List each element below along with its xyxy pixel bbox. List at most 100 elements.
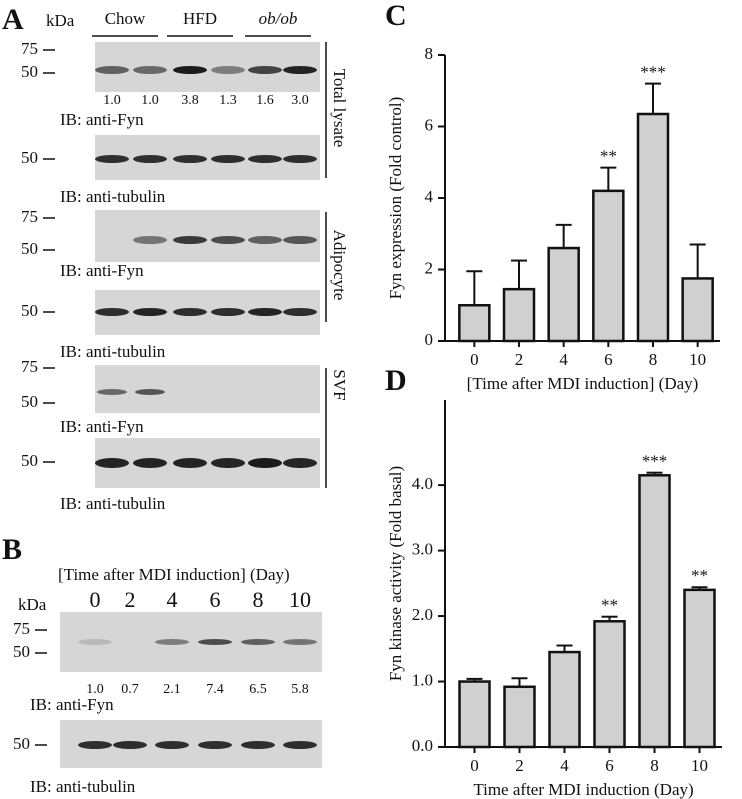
bar [503, 685, 536, 749]
panel-label: B [2, 533, 22, 566]
band [173, 155, 207, 163]
band [133, 66, 167, 74]
quant-label: 3.8 [181, 93, 199, 108]
blot [95, 42, 320, 92]
quant-label: 1.6 [256, 93, 274, 108]
significance-label: *** [642, 452, 668, 471]
band [211, 66, 245, 74]
panel-label: C [385, 0, 407, 32]
x-tick-label: 2 [515, 756, 524, 775]
quant-label: 0.7 [121, 682, 139, 697]
blot [60, 612, 322, 672]
band [241, 741, 275, 749]
marker-label: 50 [21, 239, 38, 258]
quant-label: 6.5 [249, 682, 267, 697]
panel-title: [Time after MDI induction] (Day) [58, 565, 290, 584]
marker-label: 75 [21, 39, 38, 58]
x-tick-label: 0 [470, 756, 479, 775]
y-tick-label: 1.0 [412, 670, 433, 689]
significance-label: ** [601, 596, 618, 615]
panel-label: D [385, 364, 407, 397]
bar [593, 620, 626, 749]
band [248, 66, 282, 74]
group-label: Chow [105, 9, 146, 28]
band [133, 236, 167, 244]
band [113, 741, 147, 749]
band [78, 639, 112, 645]
blot-caption: IB: anti-Fyn [60, 417, 144, 436]
day-label: 8 [253, 587, 264, 612]
blot-caption: IB: anti-Fyn [60, 261, 144, 280]
quant-label: 5.8 [291, 682, 309, 697]
band [211, 458, 245, 468]
significance-label: *** [640, 63, 666, 82]
side-label: Adipocyte [330, 230, 349, 301]
band [133, 308, 167, 316]
band [155, 741, 189, 749]
marker-label: 75 [21, 207, 38, 226]
band [198, 741, 232, 749]
marker-label: 75 [13, 619, 30, 638]
band [95, 458, 129, 468]
quant-label: 2.1 [163, 682, 181, 697]
y-tick-label: 4.0 [412, 474, 433, 493]
y-tick-label: 8 [425, 44, 434, 63]
day-label: 6 [210, 587, 221, 612]
band [173, 308, 207, 316]
quant-label: 3.0 [291, 93, 309, 108]
band [283, 66, 317, 74]
y-tick-label: 4 [425, 187, 434, 206]
y-tick-label: 3.0 [412, 539, 433, 558]
band [173, 66, 207, 74]
marker-label: 75 [21, 357, 38, 376]
blot-caption: IB: anti-tubulin [30, 777, 136, 796]
band [133, 458, 167, 468]
band [283, 236, 317, 244]
bar [458, 304, 491, 343]
band [283, 741, 317, 749]
band [173, 458, 207, 468]
band [248, 308, 282, 316]
band [283, 155, 317, 163]
blot [95, 438, 320, 488]
band [198, 639, 232, 645]
quant-label: 7.4 [206, 682, 224, 697]
marker-label: 50 [21, 301, 38, 320]
band [211, 236, 245, 244]
y-tick-label: 6 [425, 115, 434, 134]
bar [681, 277, 714, 343]
y-axis-label: Fyn kinase activity (Fold basal) [386, 466, 405, 681]
blot-caption: IB: anti-tubulin [60, 494, 166, 513]
band [133, 155, 167, 163]
quant-label: 1.0 [141, 93, 159, 108]
x-tick-label: 6 [604, 350, 613, 369]
band [95, 66, 129, 74]
x-tick-label: 4 [559, 350, 568, 369]
band [97, 389, 127, 395]
y-tick-label: 2.0 [412, 605, 433, 624]
x-tick-label: 4 [560, 756, 569, 775]
quant-label: 1.3 [219, 93, 237, 108]
x-tick-label: 8 [650, 756, 659, 775]
blot-caption: IB: anti-Fyn [60, 110, 144, 129]
quant-label: 1.0 [103, 93, 121, 108]
y-tick-label: 2 [425, 258, 434, 277]
band [248, 236, 282, 244]
bar [502, 287, 536, 343]
x-axis-label: Time after MDI induction (Day) [473, 780, 693, 799]
marker-label: 50 [13, 734, 30, 753]
band [135, 389, 165, 395]
bar [547, 246, 580, 343]
group-label: ob/ob [259, 9, 298, 28]
band [95, 155, 129, 163]
significance-label: ** [691, 566, 708, 585]
blot [95, 135, 320, 180]
side-label: SVF [330, 369, 349, 400]
bar [548, 650, 581, 749]
band [78, 741, 112, 749]
blot-caption: IB: anti-Fyn [30, 695, 114, 714]
day-label: 4 [167, 587, 178, 612]
x-tick-label: 2 [515, 350, 524, 369]
y-tick-label: 0.0 [412, 736, 433, 755]
